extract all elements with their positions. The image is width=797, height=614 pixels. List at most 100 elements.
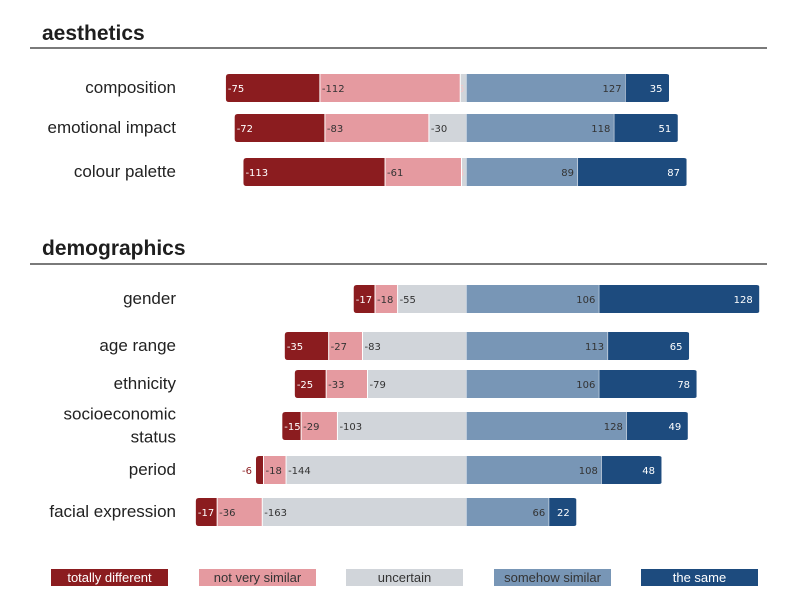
value-label: 118 <box>591 124 610 135</box>
value-label: 106 <box>576 380 595 391</box>
bar-segment-somehow-similar <box>466 370 600 398</box>
legend-label: not very similar <box>214 570 302 585</box>
bar-segment-the-same <box>549 498 577 526</box>
bar-segment-totally-different <box>294 370 327 398</box>
legend-swatch <box>494 569 611 586</box>
value-label: -163 <box>264 508 287 519</box>
bar-row: socioeconomic status -103 -29-15 128 49 <box>64 405 689 447</box>
legend-item: not very similar <box>199 569 316 586</box>
legend-swatch <box>199 569 316 586</box>
bar-segment-somehow-similar <box>466 285 600 313</box>
value-label: 35 <box>650 84 663 95</box>
value-label: -72 <box>237 124 253 135</box>
bar-segment-uncertain <box>367 370 467 398</box>
value-label: 127 <box>603 84 622 95</box>
bar-segment-uncertain <box>362 332 467 360</box>
value-label: -144 <box>288 466 311 477</box>
bar-segment-totally-different <box>234 114 325 142</box>
row-label: composition <box>85 78 176 97</box>
bar-segment-totally-different <box>284 332 329 360</box>
value-label: -103 <box>339 422 362 433</box>
bar-row: ethnicity -79 -33 -25 106 78 <box>114 370 698 398</box>
row-label: ethnicity <box>114 374 177 393</box>
legend-label: totally different <box>67 570 152 585</box>
row-label: facial expression <box>49 502 176 521</box>
panel-aesthetics: aestheticscomposition-5-112-7512735emoti… <box>30 22 767 186</box>
value-label: -17 <box>356 295 372 306</box>
legend-item: uncertain <box>346 569 463 586</box>
bar-segment-the-same <box>599 285 760 313</box>
value-label: -25 <box>297 380 313 391</box>
legend-swatch <box>641 569 758 586</box>
bar-segment-uncertain <box>428 114 467 142</box>
bar-segment-totally-different <box>353 285 376 313</box>
legend-swatch <box>346 569 463 586</box>
bar-segment-not-very-similar <box>319 74 461 102</box>
row-label: emotional impact <box>47 118 176 137</box>
bar-segment-not-very-similar <box>324 114 429 142</box>
value-label: 48 <box>642 466 655 477</box>
bar-segment-not-very-similar <box>301 412 338 440</box>
legend: totally different not very similar uncerta… <box>51 569 758 586</box>
value-label: -6 <box>242 466 252 477</box>
value-label: 51 <box>659 124 672 135</box>
bar-row: age range -83 -27 -35 113 65 <box>99 332 691 360</box>
bar-segment-the-same <box>578 158 688 186</box>
value-label: -79 <box>370 380 386 391</box>
row-label: colour palette <box>74 162 176 181</box>
bar-segment-not-very-similar <box>263 456 287 484</box>
value-label: -83 <box>365 342 381 353</box>
value-label: 89 <box>561 168 574 179</box>
bar-segment-the-same <box>614 114 679 142</box>
value-label: -18 <box>266 466 282 477</box>
value-label: 65 <box>670 342 683 353</box>
value-label: -27 <box>331 342 347 353</box>
bar-segment-the-same <box>626 412 689 440</box>
legend-label: somehow similar <box>504 570 601 585</box>
row-label: gender <box>123 289 176 308</box>
value-label: 49 <box>669 422 682 433</box>
bar-segment-uncertain <box>286 456 467 484</box>
bar-segment-totally-different <box>243 158 386 186</box>
panel-demographics: demographics gender -55 -18 -17 106 128 age ran… <box>30 237 767 526</box>
value-label: -17 <box>198 508 214 519</box>
value-label: 128 <box>604 422 623 433</box>
value-label: 108 <box>579 466 598 477</box>
bar-segment-not-very-similar <box>385 158 462 186</box>
value-label: -15 <box>284 422 300 433</box>
bar-segment-not-very-similar <box>328 332 363 360</box>
legend-item: the same <box>641 569 758 586</box>
bar-segment-the-same <box>608 332 690 360</box>
bar-segment-not-very-similar <box>326 370 368 398</box>
value-label: 87 <box>667 168 680 179</box>
bar-row: gender -55 -18 -17 106 128 <box>123 285 761 313</box>
value-label: 106 <box>576 295 595 306</box>
value-label: -30 <box>431 124 447 135</box>
row-label: socioeconomic status <box>64 405 177 447</box>
bar-segment-the-same <box>601 456 662 484</box>
bar-segment-uncertain <box>262 498 467 526</box>
row-label: age range <box>99 336 176 355</box>
bar-row: emotional impact -30 -83 -72 118 51 <box>47 114 679 142</box>
bar-segment-uncertain <box>461 158 467 186</box>
legend-label: uncertain <box>378 570 431 585</box>
bar-segment-not-very-similar <box>217 498 263 526</box>
legend-swatch <box>51 569 168 586</box>
value-label: 128 <box>734 295 753 306</box>
bar-segment-uncertain <box>460 74 467 102</box>
bar-segment-totally-different <box>282 412 302 440</box>
value-label: -35 <box>287 342 303 353</box>
bar-row: facial expression -163 -36 -17 66 22 <box>49 498 578 526</box>
bar-segment-somehow-similar <box>466 456 602 484</box>
bar-segment-somehow-similar <box>466 114 615 142</box>
bar-row: period -144 -18 -6 108 48 <box>129 456 663 484</box>
legend-item: somehow similar <box>494 569 611 586</box>
value-label: -113 <box>245 168 268 179</box>
legend-label: the same <box>673 570 726 585</box>
value-label: -75 <box>228 84 244 95</box>
bar-segment-not-very-similar <box>375 285 398 313</box>
value-label: -83 <box>327 124 343 135</box>
bar-segment-somehow-similar <box>466 498 550 526</box>
